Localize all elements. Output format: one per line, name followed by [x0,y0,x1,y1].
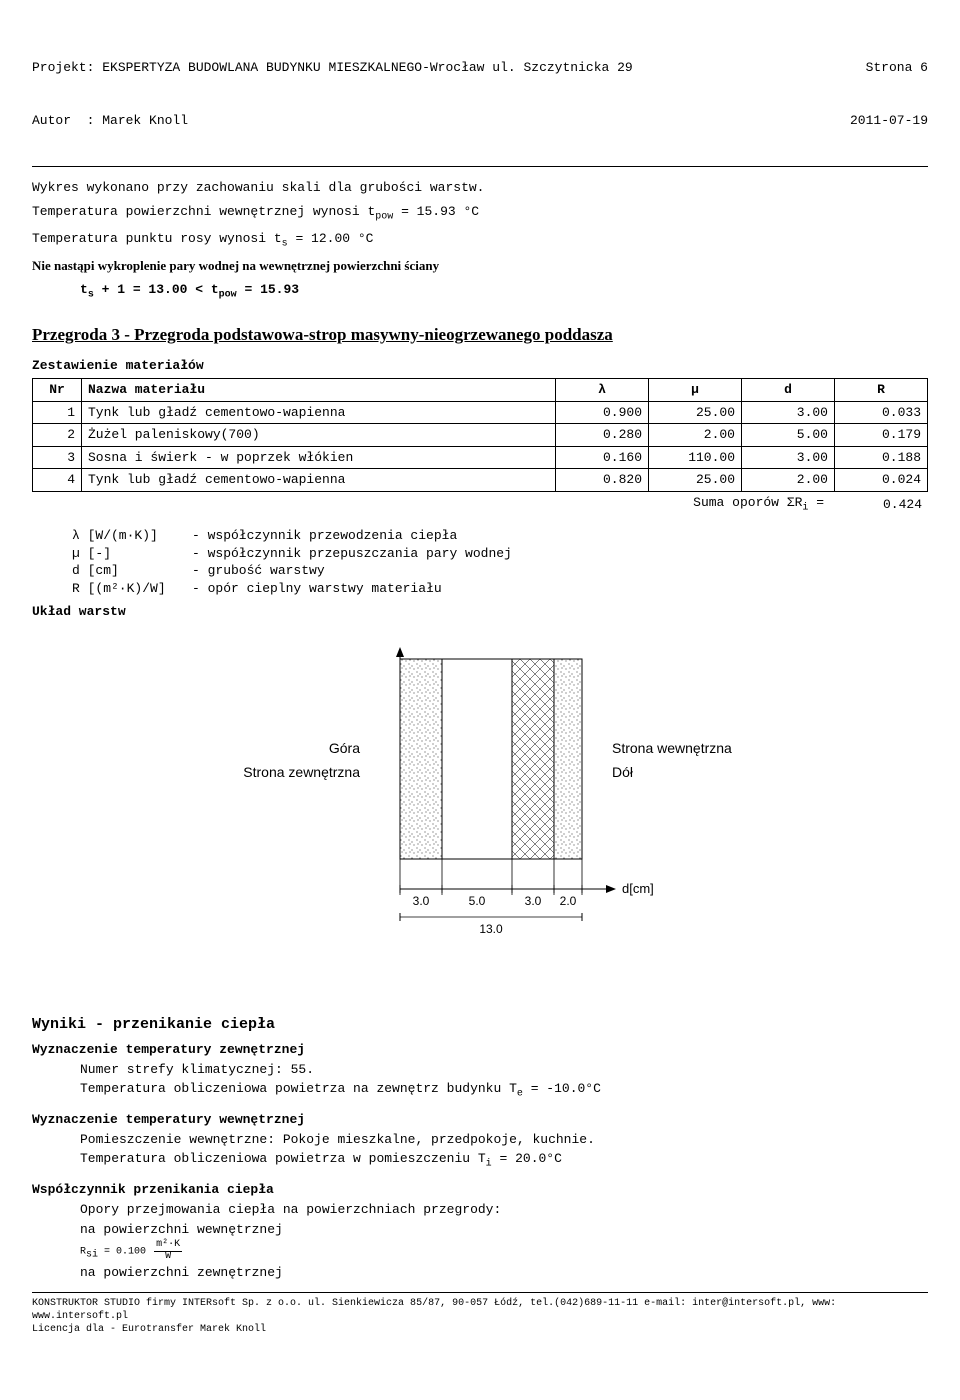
svg-text:Strona wewnętrzna: Strona wewnętrzna [612,740,732,756]
temp-pow: Temperatura powierzchni wewnętrznej wyno… [32,203,928,224]
svg-text:2.0: 2.0 [560,894,577,908]
int-l1: Pomieszczenie wewnętrzne: Pokoje mieszka… [80,1131,928,1149]
temp-rosy: Temperatura punktu rosy wynosi ts = 12.0… [32,230,928,251]
table-row: 4Tynk lub gładź cementowo-wapienna0.8202… [33,469,928,492]
date: 2011-07-19 [850,112,928,130]
legend-row: R [(m²·K)/W]- opór cieplny warstwy mater… [72,580,928,598]
rsi-eq: Rsi = 0.100 m²·KW [80,1240,928,1262]
footer-l2: Licencja dla - Eurotransfer Marek Knoll [32,1323,928,1336]
intro-line: Wykres wykonano przy zachowaniu skali dl… [32,179,928,197]
coef-l1: Opory przejmowania ciepła na powierzchni… [80,1201,928,1219]
page-header: Projekt: EKSPERTYZA BUDOWLANA BUDYNKU MI… [32,24,928,167]
page-footer: KONSTRUKTOR STUDIO firmy INTERsoft Sp. z… [32,1292,928,1336]
table-title: Zestawienie materiałów [32,357,928,375]
project-line: Projekt: EKSPERTYZA BUDOWLANA BUDYNKU MI… [32,59,633,77]
legend-row: µ [-]- współczynnik przepuszczania pary … [72,545,928,563]
ext-l2: Temperatura obliczeniowa powietrza na ze… [80,1080,928,1101]
int-temp-title: Wyznaczenie temperatury wewnętrznej [32,1111,928,1129]
page-number: Strona 6 [850,59,928,77]
sum-row: Suma oporów ΣRi = 0.424 [32,492,928,517]
svg-text:Góra: Góra [329,740,360,756]
coef-l3: na powierzchni zewnętrznej [80,1264,928,1282]
coef-title: Współczynnik przenikania ciepła [32,1181,928,1199]
svg-text:3.0: 3.0 [525,894,542,908]
svg-text:13.0: 13.0 [479,922,503,936]
layers-diagram: d[cm] 3.0 5.0 3.0 2.0 13.0 Góra Strona zewnętrz… [200,639,760,999]
svg-text:Dół: Dół [612,764,634,780]
author-line: Autor : Marek Knoll [32,112,633,130]
table-row: 1Tynk lub gładź cementowo-wapienna0.9002… [33,401,928,424]
legend-row: d [cm]- grubość warstwy [72,562,928,580]
table-row: 2Żużel paleniskowy(700)0.2802.005.000.17… [33,424,928,447]
legend-row: λ [W/(m·K)]- współczynnik przewodzenia c… [72,527,928,545]
footer-l1: KONSTRUKTOR STUDIO firmy INTERsoft Sp. z… [32,1297,928,1323]
ext-temp-title: Wyznaczenie temperatury zewnętrznej [32,1041,928,1059]
no-condensation: Nie nastąpi wykroplenie pary wodnej na w… [32,257,928,275]
layers-title: Układ warstw [32,603,928,621]
legend: λ [W/(m·K)]- współczynnik przewodzenia c… [72,527,928,597]
materials-table: Nr Nazwa materiału λ µ d R 1Tynk lub gła… [32,378,928,492]
svg-text:5.0: 5.0 [469,894,486,908]
ext-l1: Numer strefy klimatycznej: 55. [80,1061,928,1079]
svg-text:d[cm]: d[cm] [622,881,654,896]
table-row: 3Sosna i świerk - w poprzek włókien0.160… [33,446,928,469]
section-title: Przegroda 3 - Przegroda podstawowa-strop… [32,324,928,347]
int-l2: Temperatura obliczeniowa powietrza w pom… [80,1150,928,1171]
inequality: ts + 1 = 13.00 < tpow = 15.93 [80,281,928,302]
svg-text:Strona zewnętrzna: Strona zewnętrzna [243,764,360,780]
table-header-row: Nr Nazwa materiału λ µ d R [33,379,928,402]
svg-text:3.0: 3.0 [413,894,430,908]
results-title: Wyniki - przenikanie ciepła [32,1015,928,1035]
coef-l2: na powierzchni wewnętrznej [80,1221,928,1239]
